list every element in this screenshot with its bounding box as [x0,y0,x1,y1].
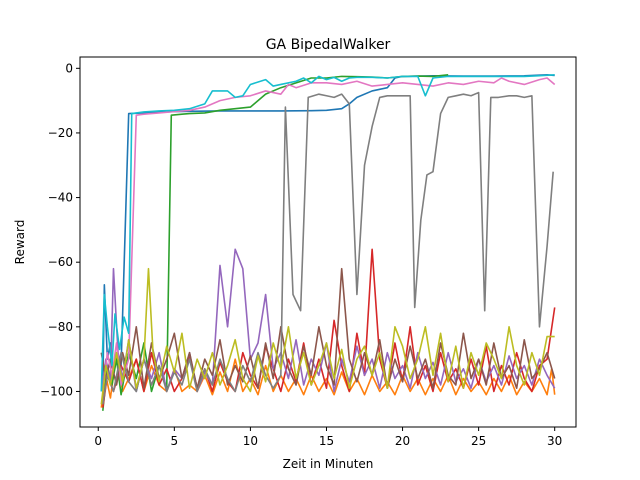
x-tick-label-6: 30 [547,434,562,448]
series-line-7 [102,77,556,392]
plot-frame [79,56,577,428]
plot-series-group [100,73,556,411]
y-tick-label-3: −60 [48,255,73,269]
series-line-4 [102,248,556,408]
x-axis-label: Zeit in Minuten [283,457,374,471]
series-line-10 [100,73,555,392]
y-tick-label-1: −20 [48,126,73,140]
x-tick-label-2: 10 [243,434,258,448]
x-tick-label-1: 5 [171,434,179,448]
axis-ticks: 0 5 10 15 20 25 30 0 −20 −40 −60 −80 −100 [40,61,562,448]
x-tick-label-3: 15 [319,434,334,448]
x-tick-label-0: 0 [94,434,102,448]
x-tick-label-5: 25 [471,434,486,448]
series-line-9 [100,267,555,405]
series-line-6 [100,267,556,390]
y-tick-label-0: 0 [65,61,73,75]
y-tick-label-2: −40 [48,191,73,205]
y-axis-label: Reward [13,220,27,265]
chart-title: GA BipedalWalker [266,37,391,53]
y-tick-label-5: −100 [40,384,73,398]
x-tick-label-4: 20 [395,434,410,448]
y-tick-label-4: −80 [48,320,73,334]
